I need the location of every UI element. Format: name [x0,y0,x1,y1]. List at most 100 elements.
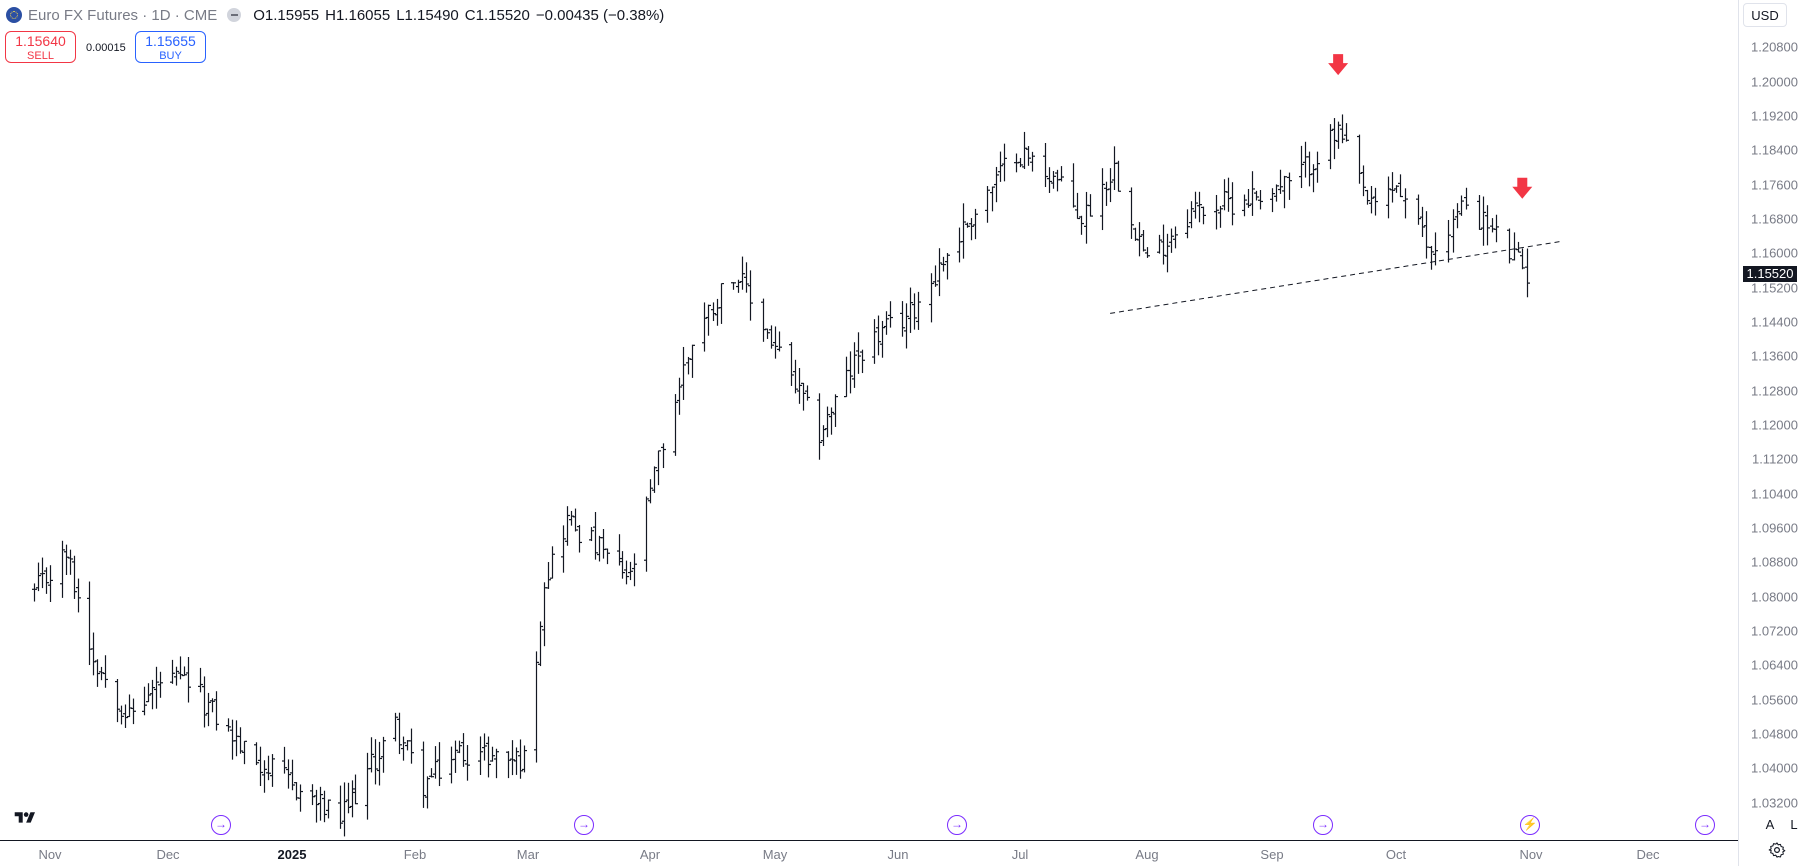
ohlc-bar [206,692,211,727]
ohlc-bar [490,746,495,762]
collapse-legend-button[interactable] [227,8,242,22]
ohlc-bar [569,510,574,526]
dividend-arrow-icon[interactable]: → [1313,815,1333,835]
ohlc-bar [369,737,374,773]
price-axis-label: 1.20000 [1751,74,1798,90]
ohlc-bar [1270,188,1275,213]
tradingview-logo-icon[interactable] [8,810,42,826]
time-axis-divider [0,840,1738,841]
ohlc-bar [1088,194,1093,217]
ohlc-bar [648,479,653,504]
ohlc-bar [589,527,594,542]
ohlc-bar [1416,194,1421,225]
ohlc-bar [44,567,49,594]
trendline[interactable] [1110,240,1563,314]
lightning-icon[interactable]: ⚡ [1520,815,1540,835]
ohlc-bar [397,712,402,755]
sell-price: 1.15640 [15,33,66,49]
down-arrow-marker[interactable] [1512,177,1533,199]
ohlc-bar [186,657,191,703]
ohlc-bar [933,265,938,287]
ohlc-bar [565,506,570,546]
price-axis-label: 1.18400 [1751,142,1798,158]
ohlc-bar [1218,205,1223,228]
ohlc-bar [48,565,53,603]
price-axis-label: 1.17600 [1751,177,1798,193]
ohlc-bar [1516,241,1521,253]
dividend-arrow-icon[interactable]: → [947,815,967,835]
ohlc-bar [577,524,582,553]
ohlc-bar [1250,171,1255,216]
ohlc-bar [1507,228,1512,264]
time-axis-label: Sep [1260,847,1284,862]
ohlc-bar [262,760,267,793]
ohlc-bar [961,203,966,259]
ohlc-bar [1201,206,1206,225]
minus-icon [230,14,238,16]
dividend-arrow-icon[interactable]: → [1695,815,1715,835]
ohlc-bar [1315,151,1320,183]
auto-scale-button[interactable]: A [1765,817,1775,832]
ohlc-bar [908,287,913,333]
sell-button[interactable]: 1.15640 SELL [5,31,76,63]
ohlc-bar [437,742,442,787]
ohlc-bar [429,768,434,778]
ohlc-bar [656,450,661,486]
ohlc-bar [174,666,179,686]
ohlc-bar [1129,187,1134,239]
ohlc-bar [644,496,649,572]
ohlc-bar [76,578,81,613]
gear-icon[interactable] [1768,841,1786,859]
ohlc-bar [904,303,909,349]
ohlc-bar [761,298,766,342]
sell-label: SELL [27,50,54,62]
ohlc-bar [542,582,547,647]
price-axis-label: 1.12000 [1751,417,1798,433]
ohlc-bar [1059,166,1064,182]
ohlc-bar [620,551,625,579]
ohlc-bar [769,325,774,349]
ohlc-bar [115,679,120,723]
ohlc-bar [1390,172,1395,203]
ohlc-bar [433,746,438,779]
buy-button[interactable]: 1.15655 BUY [135,31,206,63]
ohlc-bar [740,256,745,290]
log-scale-button[interactable]: L [1790,817,1798,832]
ohlc-bar [821,425,826,447]
ohlc-bar [178,656,183,680]
down-arrow-marker[interactable] [1328,54,1349,76]
dividend-arrow-icon[interactable]: → [211,815,231,835]
ohlc-bar [817,393,822,460]
ohlc-bar [1022,131,1027,169]
ohlc-bar [1485,205,1490,246]
ohlc-bar [673,394,678,456]
spread-value: 0.00015 [86,42,126,54]
ohlc-bar [494,748,499,779]
ohlc-bar [486,736,491,778]
currency-button[interactable]: USD [1743,3,1787,27]
ohlc-bar [1222,179,1227,211]
price-axis-label: 1.12800 [1751,383,1798,399]
ohlc-bar [1459,195,1464,216]
ohlc-bar [425,776,430,809]
ohlc-bar [266,755,271,781]
ohlc-bar [318,786,323,821]
ohlc-bar [998,151,1003,182]
ohlc-bar [1307,151,1312,187]
price-axis-label: 1.03200 [1751,795,1798,811]
last-price-label: 1.15520 [1743,265,1797,282]
ohlc-bar [381,736,386,773]
ohlc-bar [1299,145,1304,189]
ohlc-bar [1446,219,1451,263]
price-axis-label: 1.05600 [1751,692,1798,708]
symbol-title[interactable]: Euro FX Futures · 1D · CME [28,6,218,24]
dividend-arrow-icon[interactable]: → [574,815,594,835]
ohlc-bar [1274,184,1279,202]
time-axis-label: May [762,847,788,862]
high-value: 1.16055 [335,6,391,24]
ohlc-bar [1494,214,1499,243]
ohlc-bar [1226,177,1231,212]
ohlc-bar [617,534,622,566]
ohlc-bar [573,508,578,532]
